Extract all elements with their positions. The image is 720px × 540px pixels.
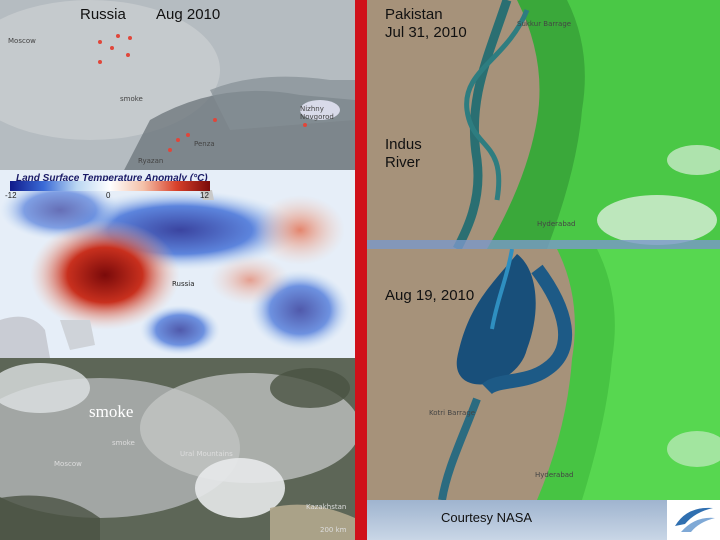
place-label: smoke [112,439,135,447]
indus-river-label: Indus River [385,136,422,171]
smoke-satellite-image: smoke Moscow smoke Ural Mountains Kazakh… [0,358,355,540]
smoke-label: smoke [89,402,134,421]
pakistan-jul-image: Pakistan Jul 31, 2010 Indus River Sukkur… [367,0,720,249]
pakistan-jul-satellite [367,0,720,249]
place-label: Moscow [54,460,82,468]
russia-fires-satellite [0,0,355,178]
russia-fires-image: Russia Aug 2010 Moscow smoke Ryazan Penz… [0,0,355,178]
place-label: smoke [120,95,143,103]
anomaly-map-graphic [0,170,355,358]
credit-text: Courtesy NASA [441,510,533,525]
logo [667,500,720,540]
place-label: Penza [194,140,215,148]
red-divider [355,0,367,540]
legend-color-bar [10,181,210,191]
legend-mid: 0 [106,191,111,200]
legend-max: 12 [200,191,209,200]
place-label: Sukkur Barrage [517,20,572,28]
swoosh-logo-icon [675,507,715,532]
pakistan-aug-image: Aug 19, 2010 Kotri Barrage Hyderabad [367,249,720,500]
legend-min: -12 [5,191,17,200]
place-label: Kazakhstan [306,503,347,511]
pakistan-jul-label: Pakistan Jul 31, 2010 [385,6,467,41]
legend-title: Land Surface Temperature Anomaly (°C) [16,173,208,184]
place-label: Hyderabad [537,220,576,228]
credit-bar: Courtesy NASA [367,500,667,540]
temperature-anomaly-map: Russia [0,170,355,358]
pakistan-aug-satellite [367,249,720,500]
place-label: Hyderabad [535,471,574,479]
smoke-satellite-graphic [0,358,355,540]
region-label-russia: Russia [80,6,126,23]
aug-19-label: Aug 19, 2010 [385,287,475,304]
scale-label: 200 km [320,526,347,534]
place-label: Ural Mountains [180,450,233,458]
place-label: Russia [172,280,195,288]
place-label: Nizhny Novgorod [300,105,334,121]
place-label: Ryazan [138,157,164,165]
place-label: Kotri Barrage [429,409,476,417]
date-label-aug-2010: Aug 2010 [156,6,221,23]
place-label: Moscow [8,37,36,45]
